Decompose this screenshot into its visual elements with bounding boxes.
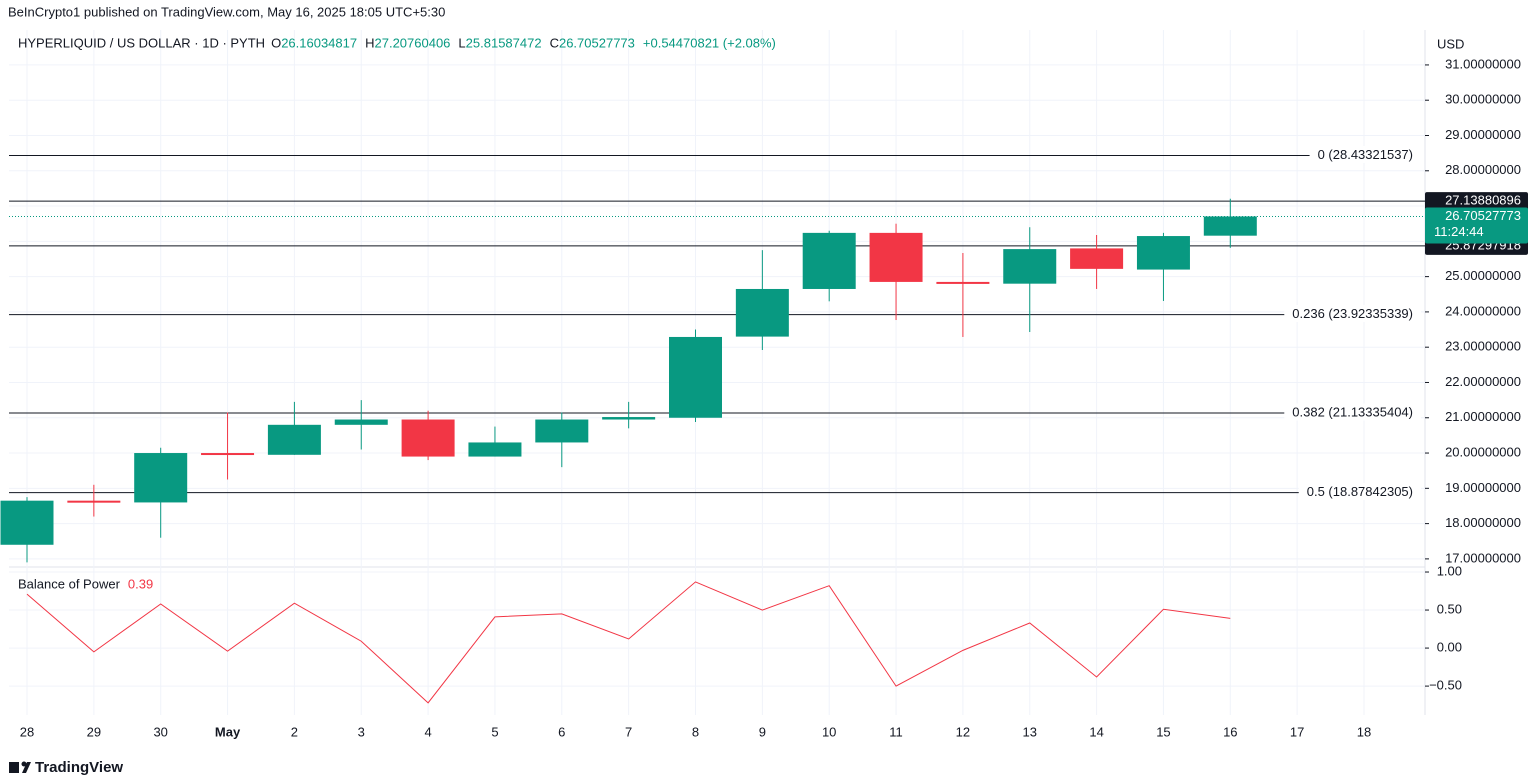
x-tick-label: 3 bbox=[358, 724, 365, 739]
legend-key: H bbox=[365, 35, 374, 50]
y-tick-label: 21.00000000 bbox=[1445, 409, 1521, 424]
indicator-line bbox=[26, 581, 1231, 704]
candle-body bbox=[869, 232, 923, 282]
legend-key: O bbox=[271, 35, 281, 50]
x-tick-label: 5 bbox=[491, 724, 498, 739]
y-tick-label: 20.00000000 bbox=[1445, 444, 1521, 459]
y-tick-label: 19.00000000 bbox=[1445, 480, 1521, 495]
candle-body bbox=[1070, 248, 1124, 269]
x-tick-label: 7 bbox=[625, 724, 632, 739]
y-tick-label: 22.00000000 bbox=[1445, 374, 1521, 389]
x-tick-label: 18 bbox=[1357, 724, 1371, 739]
x-tick-label: 12 bbox=[956, 724, 970, 739]
indicator-last: 0.39 bbox=[128, 576, 153, 591]
fib-label-bg bbox=[1309, 145, 1421, 163]
y-tick-label: 29.00000000 bbox=[1445, 127, 1521, 142]
candle-body bbox=[468, 442, 522, 457]
x-tick-label: 9 bbox=[759, 724, 766, 739]
fib-label-bg bbox=[1298, 483, 1421, 501]
legend-change: +0.54470821 (+2.08%) bbox=[643, 35, 776, 50]
candle-body bbox=[201, 453, 255, 456]
fib-label-bg bbox=[1284, 403, 1421, 421]
currency: USD bbox=[1437, 36, 1464, 51]
x-tick-label: 14 bbox=[1089, 724, 1103, 739]
candle-body bbox=[1003, 249, 1057, 284]
y-tick-label: −0.50 bbox=[1429, 678, 1462, 693]
fib-label: 0.236 (23.92335339) bbox=[1292, 306, 1413, 321]
y-tick-label: 28.00000000 bbox=[1445, 162, 1521, 177]
candle-body bbox=[602, 417, 656, 420]
y-tick-label: 25.00000000 bbox=[1445, 268, 1521, 283]
candle-body bbox=[936, 281, 990, 284]
fib-label-bg bbox=[1284, 305, 1421, 323]
y-tick-label: 0.50 bbox=[1437, 601, 1462, 616]
x-tick-label: 11 bbox=[889, 724, 903, 739]
y-tick-label: 23.00000000 bbox=[1445, 339, 1521, 354]
candle-body bbox=[669, 336, 722, 418]
x-tick-label: 16 bbox=[1223, 724, 1237, 739]
y-tick-label: 0.00 bbox=[1437, 640, 1462, 655]
candle-body bbox=[401, 419, 455, 457]
y-tick-label: 1.00 bbox=[1437, 563, 1462, 578]
candle-body bbox=[802, 232, 856, 289]
candle-body bbox=[334, 419, 388, 425]
logo-part bbox=[21, 761, 27, 767]
legend-value: 26.16034817 bbox=[281, 35, 357, 50]
candle-body bbox=[1203, 216, 1257, 236]
indicator-name: Balance of Power bbox=[18, 576, 121, 591]
fib-label: 0.382 (21.13335404) bbox=[1292, 404, 1413, 419]
x-tick-label: 6 bbox=[558, 724, 565, 739]
x-tick-label: 10 bbox=[822, 724, 836, 739]
footer-brand: TradingView bbox=[35, 759, 123, 776]
x-tick-label: 30 bbox=[153, 724, 167, 739]
countdown: 11:24:44 bbox=[1434, 224, 1484, 239]
x-tick-label: 4 bbox=[424, 724, 431, 739]
last-price-badge bbox=[1425, 207, 1528, 244]
chart-title: HYPERLIQUID / US DOLLAR · 1D · PYTH bbox=[18, 35, 265, 50]
candle-body bbox=[267, 424, 321, 455]
candle-body bbox=[535, 419, 589, 443]
legend-key: L bbox=[458, 35, 465, 50]
price-badge-label: 27.13880896 bbox=[1445, 193, 1521, 208]
x-tick-label: 8 bbox=[692, 724, 699, 739]
candle-body bbox=[1136, 236, 1190, 270]
last-price-label: 26.70527773 bbox=[1445, 208, 1521, 223]
price-badge bbox=[1425, 192, 1528, 211]
y-tick-label: 17.00000000 bbox=[1445, 550, 1521, 565]
y-tick-label: 24.00000000 bbox=[1445, 303, 1521, 318]
x-tick-label: 28 bbox=[20, 724, 34, 739]
candle-body bbox=[67, 500, 121, 503]
x-tick-label: 2 bbox=[291, 724, 298, 739]
fib-label: 0.5 (18.87842305) bbox=[1307, 484, 1413, 499]
x-tick-label: 13 bbox=[1023, 724, 1037, 739]
x-tick-label: 29 bbox=[87, 724, 101, 739]
legend-value: 25.81587472 bbox=[466, 35, 542, 50]
x-tick-label: May bbox=[215, 724, 241, 739]
candle-body bbox=[134, 453, 188, 503]
y-tick-label: 31.00000000 bbox=[1445, 56, 1521, 71]
candle-body bbox=[0, 500, 54, 545]
currency-box bbox=[1428, 30, 1528, 60]
legend-key: C bbox=[550, 35, 559, 50]
candle-body bbox=[735, 288, 789, 337]
published-by: BeInCrypto1 published on TradingView.com… bbox=[8, 4, 445, 19]
fib-label: 0 (28.43321537) bbox=[1318, 147, 1413, 162]
y-tick-label: 18.00000000 bbox=[1445, 515, 1521, 530]
x-tick-label: 15 bbox=[1156, 724, 1170, 739]
tradingview-logo bbox=[9, 761, 31, 773]
x-tick-label: 17 bbox=[1290, 724, 1304, 739]
legend-value: 26.70527773 bbox=[559, 35, 635, 50]
y-tick-label: 30.00000000 bbox=[1445, 92, 1521, 107]
legend-value: 27.20760406 bbox=[375, 35, 451, 50]
logo-part bbox=[9, 762, 19, 773]
logo-part bbox=[22, 762, 31, 773]
